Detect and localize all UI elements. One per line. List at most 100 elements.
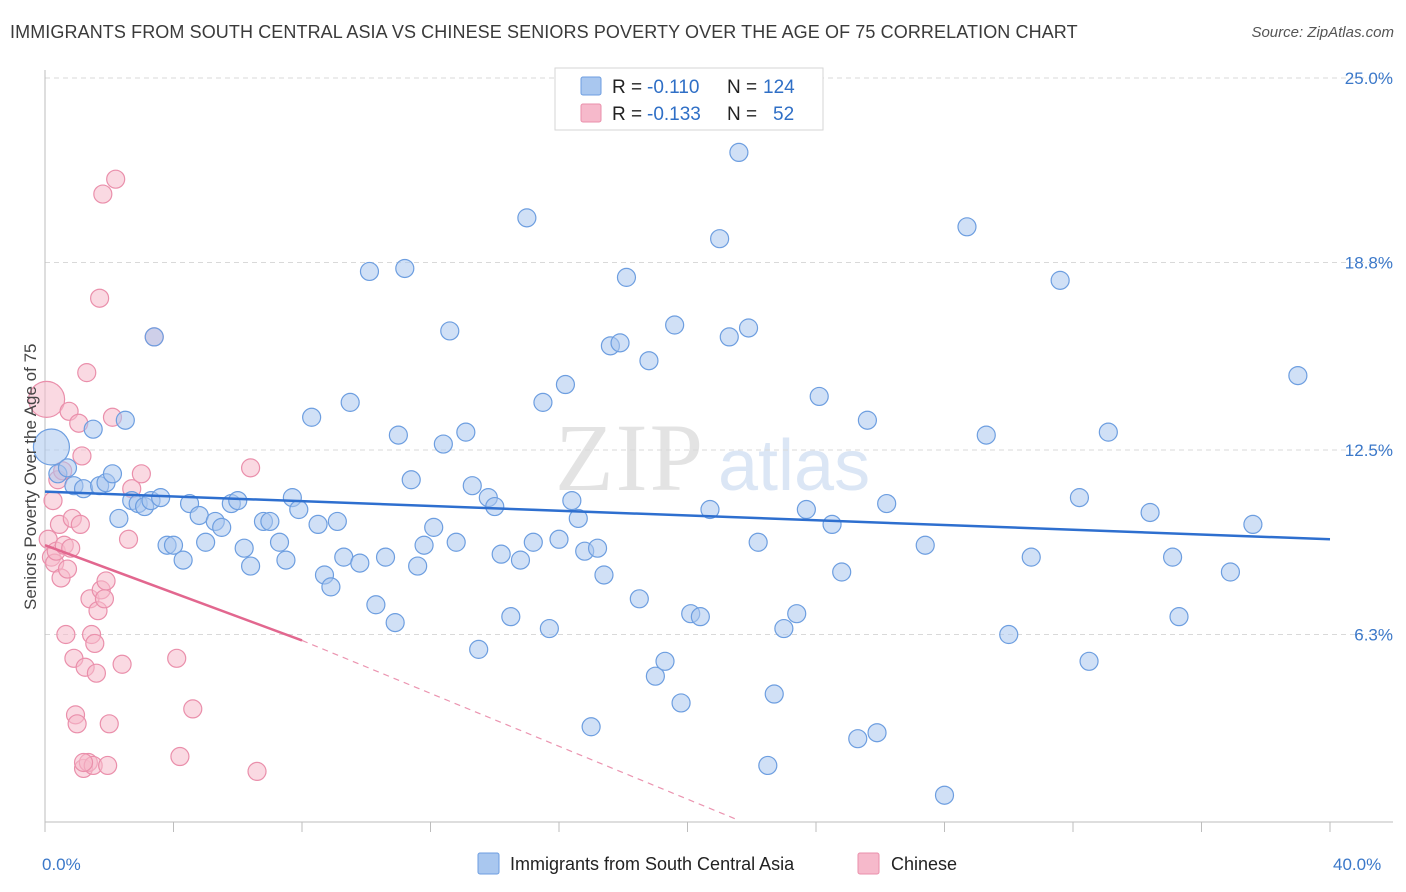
south-central-asia-point	[976, 425, 996, 445]
south-central-asia-point	[424, 517, 444, 537]
legend-swatch-chinese	[857, 852, 880, 875]
south-central-asia-point	[163, 535, 184, 555]
south-central-asia-point	[610, 333, 630, 353]
south-central-asia-point	[690, 607, 710, 627]
stats-legend-blue-swatch	[580, 76, 602, 96]
chinese-point	[70, 514, 90, 535]
south-central-asia-point	[109, 508, 129, 529]
y-tick-labels: 6.3% 12.5% 18.8% 25.0%	[1345, 69, 1393, 645]
chinese-point	[86, 663, 107, 683]
south-central-asia-point	[857, 410, 878, 430]
south-central-asia-point	[555, 374, 576, 395]
south-central-asia-point	[758, 755, 778, 776]
south-central-asia-point	[1021, 547, 1041, 567]
legend-label-chinese: Chinese	[891, 854, 957, 874]
south-central-asia-point	[787, 604, 807, 624]
source-label: Source: ZipAtlas.com	[1251, 24, 1394, 41]
south-central-asia-point	[594, 565, 614, 585]
south-central-asia-point	[629, 589, 649, 609]
south-central-asia-point	[401, 470, 421, 490]
south-central-asia-point	[523, 532, 543, 552]
south-central-asia-point	[388, 425, 408, 445]
chinese-point	[28, 380, 66, 419]
south-central-asia-point	[241, 556, 261, 576]
south-central-asia-point	[408, 556, 428, 576]
chinese-point	[241, 458, 261, 478]
south-central-asia-point	[539, 618, 559, 639]
south-central-asia-point	[189, 505, 209, 526]
south-central-asia-point	[510, 550, 531, 570]
south-central-asia-point	[822, 514, 842, 535]
south-central-asia-point	[719, 327, 739, 347]
chinese-point	[43, 490, 63, 511]
y-tick-label: 12.5%	[1345, 441, 1393, 460]
south-central-asia-point	[710, 229, 730, 249]
trend-line-chinese-extrapolated	[301, 639, 736, 820]
stats-r-label-blue: R =	[612, 77, 642, 98]
south-central-asia-point	[665, 315, 685, 335]
south-central-asia-point	[302, 407, 322, 427]
south-central-asia-point	[260, 511, 280, 532]
south-central-asia-point	[375, 547, 396, 567]
south-central-asia-point	[533, 392, 553, 412]
south-central-asia-point	[729, 142, 749, 162]
chinese-point	[96, 571, 116, 591]
south-central-asia-point	[501, 607, 521, 627]
south-central-asia-point	[999, 624, 1019, 645]
south-central-asia-point	[639, 351, 659, 371]
south-central-asia-point	[32, 428, 71, 466]
chinese-point	[106, 169, 126, 189]
south-central-asia-point	[1288, 366, 1308, 386]
south-central-asia-point	[832, 562, 852, 582]
legend-swatch-south-central-asia	[477, 852, 500, 875]
south-central-asia-point	[700, 499, 720, 520]
stats-legend: R = -0.110 N = 124 R = -0.133 N = 52	[554, 67, 824, 131]
south-central-asia-point	[645, 666, 665, 686]
south-central-asia-point	[1220, 562, 1241, 582]
south-central-asia-point	[102, 464, 123, 484]
south-central-asia-point	[587, 538, 608, 558]
south-central-asia-point	[549, 529, 569, 549]
south-central-asia-point	[385, 613, 405, 633]
stats-r-label-pink: R =	[612, 104, 642, 125]
y-tick-label: 6.3%	[1354, 626, 1393, 645]
trend-lines	[44, 490, 1331, 820]
south-central-asia-point	[440, 321, 460, 341]
south-central-asia-point	[957, 217, 977, 237]
south-central-asia-point	[867, 723, 887, 743]
south-central-asia-point	[562, 490, 582, 511]
south-central-asia-point	[321, 577, 341, 597]
trend-line-south-central-asia	[44, 490, 1331, 541]
south-central-asia-point	[276, 550, 296, 570]
stats-n-value-blue: 124	[763, 77, 795, 98]
south-central-asia-point	[359, 261, 380, 282]
south-central-asia-point	[469, 639, 489, 659]
south-central-asia-point	[212, 517, 232, 537]
south-central-asia-point	[616, 267, 637, 287]
south-central-asia-point	[73, 479, 94, 499]
y-tick-label: 25.0%	[1345, 69, 1393, 88]
south-central-asia-point	[1140, 502, 1160, 523]
stats-r-value-blue: -0.110	[647, 77, 699, 98]
south-central-asia-point	[848, 729, 868, 749]
chinese-point	[167, 648, 187, 668]
series-legend: Immigrants from South Central Asia Chine…	[477, 852, 957, 875]
chinese-point	[118, 529, 139, 549]
south-central-asia-point	[568, 508, 588, 529]
chinese-point	[183, 699, 203, 719]
south-central-asia-point	[517, 208, 537, 228]
south-central-asia-point	[655, 651, 675, 671]
south-central-asia-point	[934, 785, 955, 805]
south-central-asia-point	[395, 258, 415, 279]
south-central-asia-point	[433, 434, 453, 454]
chinese-point	[93, 184, 113, 204]
south-central-asia-point	[173, 550, 193, 570]
chinese-point	[170, 746, 190, 767]
chinese-point	[73, 752, 94, 773]
x-tick-label-min: 0.0%	[42, 855, 81, 874]
south-central-asia-point	[1162, 547, 1183, 567]
chinese-point	[56, 624, 76, 645]
chinese-point	[131, 464, 151, 484]
south-central-asia-point	[340, 392, 360, 412]
